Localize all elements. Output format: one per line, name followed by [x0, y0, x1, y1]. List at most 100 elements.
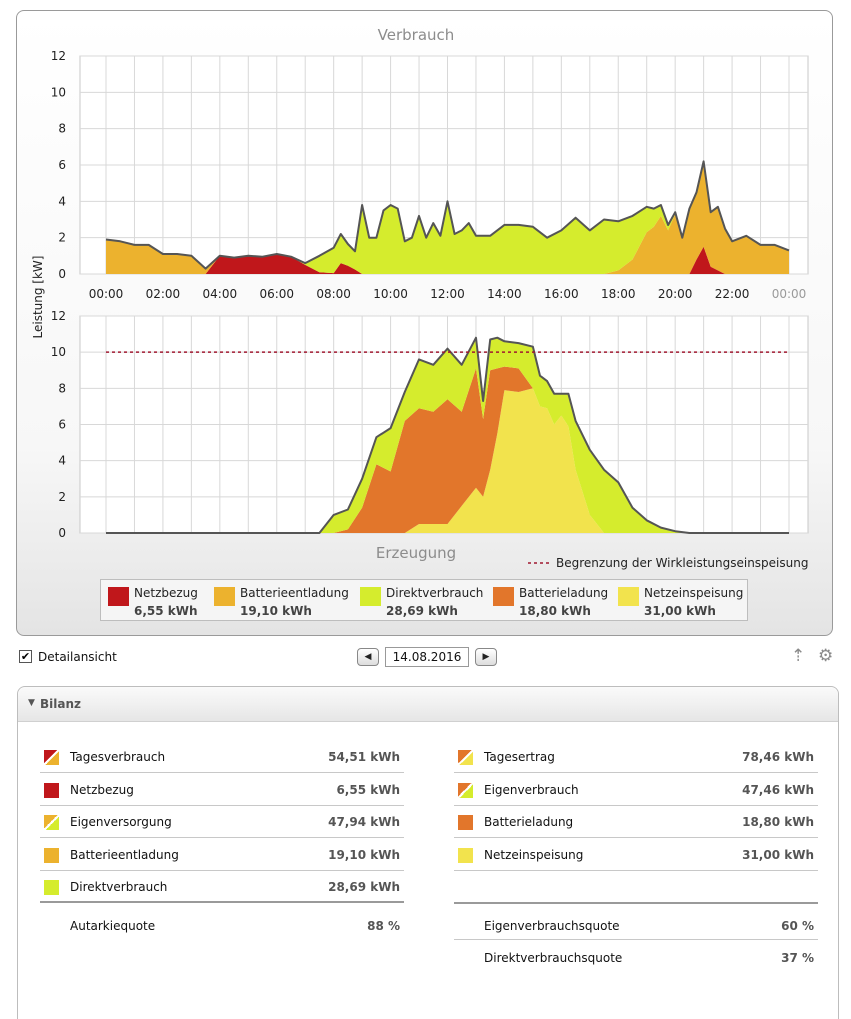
x-tick-label: 10:00 [373, 287, 408, 301]
bilanz-label: Batterieladung [484, 815, 574, 829]
bilanz-value: 47,46 kWh [742, 782, 814, 797]
bilanz-value: 54,51 kWh [328, 750, 400, 764]
legend-swatch [360, 587, 381, 606]
legend-swatch [108, 587, 129, 606]
bilanz-label: Eigenverbrauch [484, 782, 579, 797]
x-tick-label: 02:00 [146, 287, 181, 301]
chart-title-erzeugung: Erzeugung [376, 544, 456, 562]
bilanz-swatch [458, 750, 473, 765]
legend-swatch [214, 587, 235, 606]
legend-value: 28,69 kWh [386, 604, 458, 618]
bilanz-quote-row: Direktverbrauchsquote 37 % [454, 940, 818, 972]
bilanz-label: Eigenversorgung [70, 815, 172, 829]
y-tick-label: 0 [58, 267, 66, 281]
bilanz-row: Eigenverbrauch 47,46 kWh [454, 774, 818, 806]
bilanz-value: 19,10 kWh [328, 847, 400, 862]
bilanz-row: Direktverbrauch 28,69 kWh [40, 871, 404, 903]
y-tick-label: 2 [58, 231, 66, 245]
bilanz-row: Batterieentladung 19,10 kWh [40, 839, 404, 871]
x-tick-label: 00:00 [772, 287, 807, 301]
bilanz-value: 60 % [781, 918, 814, 933]
y-tick-label: 6 [58, 158, 66, 172]
legend-value: 31,00 kWh [644, 604, 716, 618]
bilanz-row: Tagesverbrauch 54,51 kWh [40, 741, 404, 773]
x-tick-label: 08:00 [316, 287, 351, 301]
y-tick-label: 4 [58, 454, 66, 468]
bilanz-swatch [44, 750, 59, 765]
bilanz-value: 78,46 kWh [742, 750, 814, 764]
x-tick-label: 22:00 [715, 287, 750, 301]
bilanz-value: 88 % [367, 918, 400, 933]
bilanz-header[interactable]: ▼ Bilanz [18, 687, 838, 722]
legend-label: Batterieladung [519, 586, 609, 600]
bilanz-label: Netzbezug [70, 782, 134, 797]
y-tick-label: 12 [51, 49, 66, 63]
area-batterieladung [106, 366, 789, 533]
total-outline [106, 336, 789, 534]
legend-value: 6,55 kWh [134, 604, 198, 618]
y-tick-label: 4 [58, 194, 66, 208]
bilanz-value: 18,80 kWh [742, 815, 814, 829]
x-tick-label: 20:00 [658, 287, 693, 301]
bilanz-swatch [458, 782, 473, 798]
bilanz-row: Tagesertrag 78,46 kWh [454, 741, 818, 773]
bilanz-value: 31,00 kWh [742, 847, 814, 862]
next-day-button[interactable]: ▶ [475, 648, 497, 666]
x-tick-label: 16:00 [544, 287, 579, 301]
bilanz-value: 28,69 kWh [328, 880, 400, 894]
legend-swatch [618, 587, 639, 606]
area-direktverbrauch [106, 161, 789, 274]
total-outline [105, 160, 790, 270]
bilanz-swatch [458, 847, 473, 863]
bilanz-row: Netzeinspeisung 31,00 kWh [454, 839, 818, 871]
chart-title-verbrauch: Verbrauch [378, 26, 455, 44]
x-tick-label: 18:00 [601, 287, 636, 301]
legend-value: 18,80 kWh [519, 604, 591, 618]
gear-icon[interactable]: ⚙ [818, 646, 834, 666]
bilanz-swatch [44, 847, 59, 863]
area-netzbezug [106, 246, 789, 274]
x-tick-label: 14:00 [487, 287, 522, 301]
bilanz-swatch [44, 815, 59, 830]
bilanz-separator [454, 901, 818, 904]
legend-swatch [493, 587, 514, 606]
legend-value: 19,10 kWh [240, 604, 312, 618]
y-tick-label: 2 [58, 490, 66, 504]
sort-up-icon[interactable]: ⇡ [791, 646, 806, 666]
bilanz-swatch [44, 782, 59, 798]
chart-controls: ✔ Detailansicht ◀ 14.08.2016 ▶ ⇡ ⚙ [0, 644, 851, 670]
y-tick-label: 8 [58, 381, 66, 395]
bilanz-label: Batterieentladung [70, 847, 179, 862]
legend-label: Netzeinspeisung [644, 586, 744, 600]
bilanz-panel: ▼ Bilanz Tagesverbrauch 54,51 kWh Netzbezu… [17, 686, 839, 1019]
bilanz-label: Direktverbrauch [70, 880, 168, 894]
x-tick-label: 00:00 [89, 287, 124, 301]
bilanz-value: 6,55 kWh [336, 782, 400, 797]
collapse-arrow-icon[interactable]: ▼ [28, 698, 35, 708]
y-tick-label: 0 [58, 526, 66, 540]
bilanz-row: Netzbezug 6,55 kWh [40, 774, 404, 806]
bilanz-row: Batterieladung 18,80 kWh [454, 806, 818, 838]
bilanz-title: Bilanz [40, 697, 81, 711]
detail-view-label[interactable]: Detailansicht [38, 650, 117, 664]
bilanz-label: Tagesertrag [484, 750, 555, 764]
x-tick-label: 06:00 [259, 287, 294, 301]
y-tick-label: 12 [51, 309, 66, 323]
bilanz-swatch [44, 880, 59, 895]
date-field[interactable]: 14.08.2016 [385, 647, 469, 667]
chart-legend: Netzbezug 6,55 kWh Batterieentladung 19,10 … [100, 579, 748, 621]
bilanz-value: 47,94 kWh [328, 815, 400, 829]
y-axis-label: Leistung [kW] [31, 256, 45, 339]
y-tick-label: 6 [58, 418, 66, 432]
bilanz-row: Eigenversorgung 47,94 kWh [40, 806, 404, 838]
chevron-left-icon: ◀ [364, 652, 372, 662]
previous-day-button[interactable]: ◀ [357, 648, 379, 666]
legend-label: Direktverbrauch [386, 586, 484, 600]
x-tick-label: 04:00 [203, 287, 238, 301]
y-tick-label: 10 [51, 345, 66, 359]
y-tick-label: 8 [58, 122, 66, 136]
detail-view-checkbox[interactable]: ✔ [19, 650, 32, 663]
bilanz-swatch [458, 815, 473, 830]
bilanz-label: Autarkiequote [70, 918, 156, 933]
